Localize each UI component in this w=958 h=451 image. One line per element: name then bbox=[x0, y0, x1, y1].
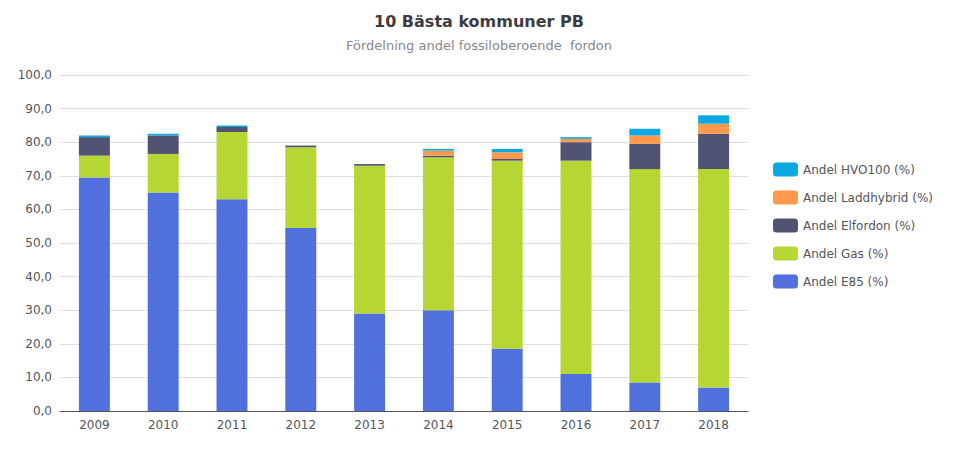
svg-text:50,0: 50,0 bbox=[25, 236, 52, 250]
svg-text:Andel Gas (%): Andel Gas (%) bbox=[803, 247, 888, 261]
svg-text:Andel Laddhybrid (%): Andel Laddhybrid (%) bbox=[803, 191, 933, 205]
svg-text:Fördelning andel fossiloberoen: Fördelning andel fossiloberoende fordon bbox=[346, 38, 612, 53]
svg-text:0,0: 0,0 bbox=[33, 404, 52, 418]
svg-text:Andel Elfordon (%): Andel Elfordon (%) bbox=[803, 219, 915, 233]
svg-text:100,0: 100,0 bbox=[18, 68, 52, 82]
svg-text:Andel HVO100 (%): Andel HVO100 (%) bbox=[803, 163, 915, 177]
svg-text:2010: 2010 bbox=[148, 418, 179, 432]
svg-text:2011: 2011 bbox=[217, 418, 248, 432]
svg-text:70,0: 70,0 bbox=[25, 169, 52, 183]
svg-text:2015: 2015 bbox=[492, 418, 523, 432]
svg-text:40,0: 40,0 bbox=[25, 270, 52, 284]
svg-text:80,0: 80,0 bbox=[25, 135, 52, 149]
svg-text:10 Bästa kommuner PB: 10 Bästa kommuner PB bbox=[374, 12, 584, 31]
svg-text:2018: 2018 bbox=[698, 418, 729, 432]
svg-text:90,0: 90,0 bbox=[25, 102, 52, 116]
svg-text:2012: 2012 bbox=[286, 418, 317, 432]
svg-text:2009: 2009 bbox=[79, 418, 110, 432]
svg-text:20,0: 20,0 bbox=[25, 337, 52, 351]
svg-text:2014: 2014 bbox=[423, 418, 454, 432]
svg-text:30,0: 30,0 bbox=[25, 303, 52, 317]
svg-text:10,0: 10,0 bbox=[25, 370, 52, 384]
svg-text:Andel E85 (%): Andel E85 (%) bbox=[803, 275, 888, 289]
svg-text:2013: 2013 bbox=[354, 418, 385, 432]
svg-text:2016: 2016 bbox=[561, 418, 592, 432]
svg-text:60,0: 60,0 bbox=[25, 202, 52, 216]
svg-text:2017: 2017 bbox=[630, 418, 661, 432]
